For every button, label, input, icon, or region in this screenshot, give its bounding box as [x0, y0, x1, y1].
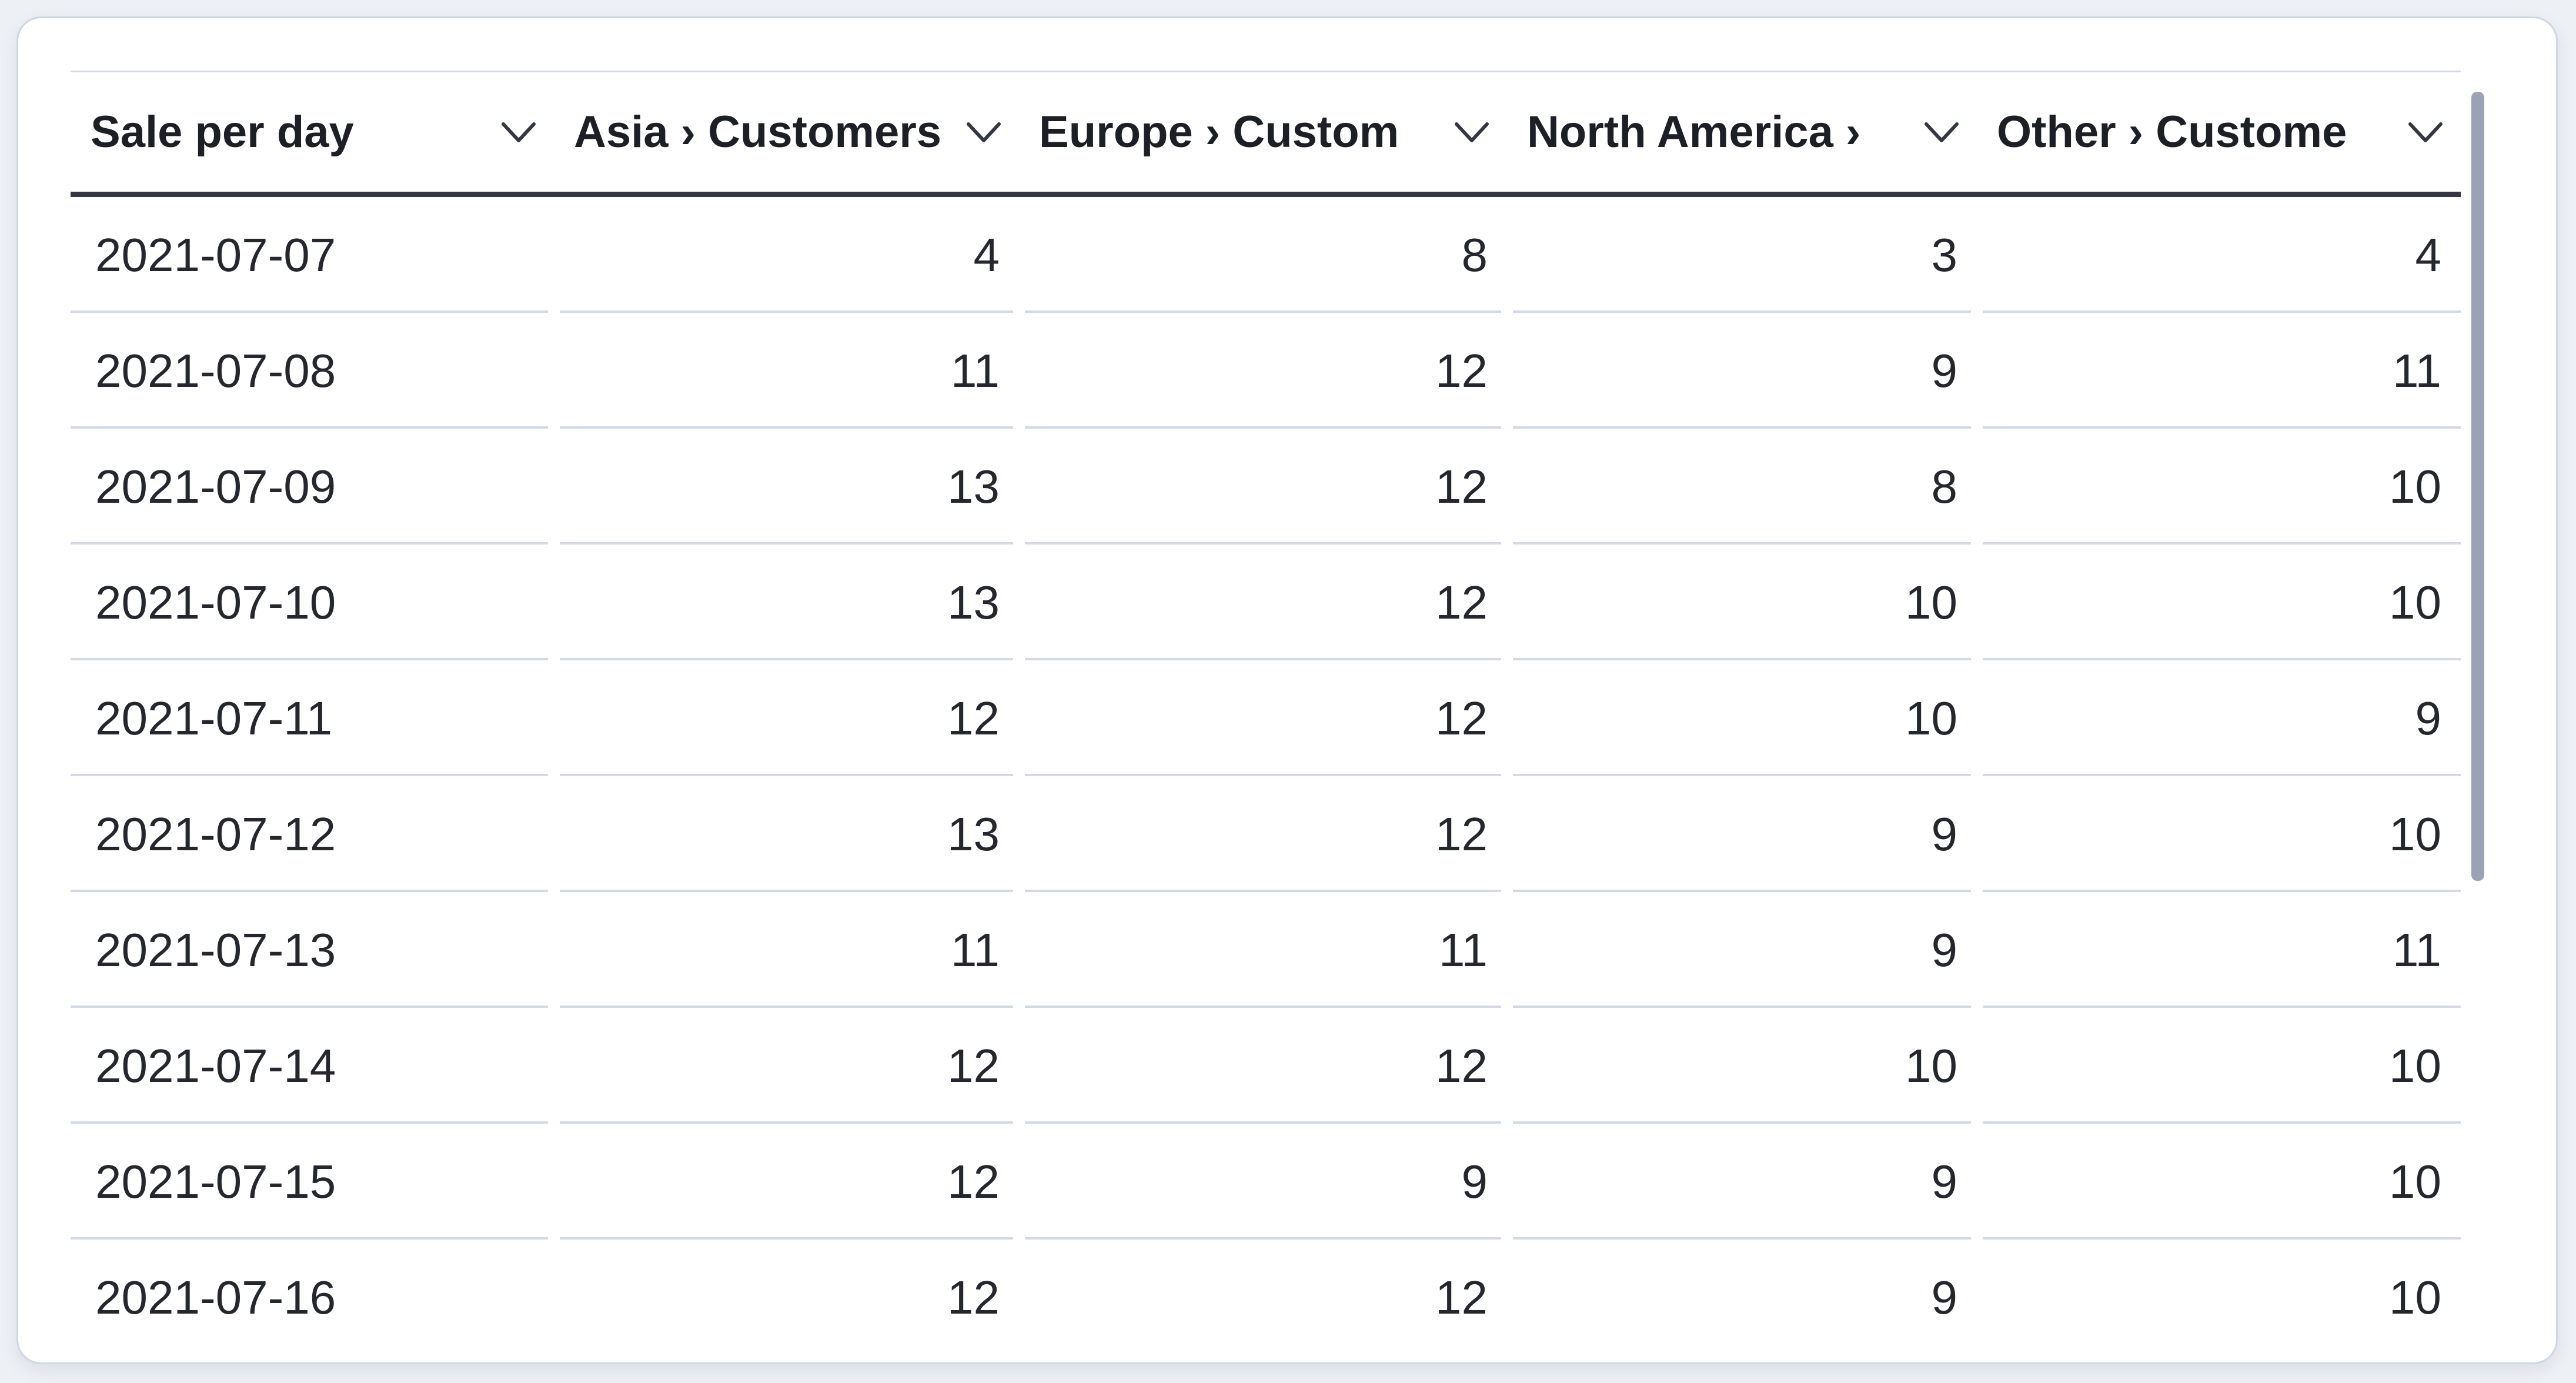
- cell-asia: 13: [554, 429, 1019, 544]
- table-row: 2021-07-07 4 8 3 4: [71, 197, 2461, 313]
- table-row: 2021-07-16 12 12 9 10: [71, 1240, 2461, 1355]
- cell-north_america: 9: [1931, 1271, 1958, 1324]
- chevron-down-icon[interactable]: [1453, 119, 1491, 145]
- cell-asia: 12: [554, 1008, 1019, 1124]
- table-row: 2021-07-14 12 12 10 10: [71, 1008, 2461, 1124]
- cell-europe: 12: [1019, 660, 1507, 776]
- column-header-label: Asia › Customers: [574, 107, 942, 157]
- table-row: 2021-07-13 11 11 9 11: [71, 892, 2461, 1008]
- cell-north_america: 9: [1507, 776, 1977, 892]
- cell-date: 2021-07-09: [71, 429, 554, 544]
- cell-asia: 13: [554, 544, 1019, 660]
- cell-asia: 11: [554, 892, 1019, 1008]
- cell-europe: 8: [1019, 197, 1507, 313]
- cell-other: 10: [2389, 1271, 2441, 1324]
- column-header-label: Sale per day: [91, 107, 354, 157]
- cell-asia: 12: [554, 1124, 1019, 1240]
- cell-other: 10: [1977, 776, 2461, 892]
- cell-north_america: 10: [1507, 544, 1977, 660]
- cell-europe: 12: [1019, 776, 1507, 892]
- table-row: 2021-07-09 13 12 8 10: [71, 429, 2461, 544]
- cell-other: 11: [1977, 892, 2461, 1008]
- cell-date: 2021-07-16: [95, 1271, 336, 1324]
- cell-date: 2021-07-13: [71, 892, 554, 1008]
- column-header-label: Other › Custome: [1997, 107, 2347, 157]
- cell-date: 2021-07-11: [71, 660, 554, 776]
- column-header-label: Europe › Custom: [1039, 107, 1399, 157]
- cell-europe: 9: [1019, 1124, 1507, 1240]
- cell-north_america: 9: [1507, 313, 1977, 429]
- cell-north_america: 10: [1507, 660, 1977, 776]
- table-row: 2021-07-08 11 12 9 11: [71, 313, 2461, 429]
- cell-other: 10: [1977, 429, 2461, 544]
- column-header-europe-customers[interactable]: Europe › Custom: [1019, 72, 1507, 192]
- table-row: 2021-07-15 12 9 9 10: [71, 1124, 2461, 1240]
- cell-date: 2021-07-14: [71, 1008, 554, 1124]
- cell-other: 9: [1977, 660, 2461, 776]
- data-grid-body: 2021-07-07 4 8 3 4 2021-07-08 11 12 9 11 2021-07-0…: [71, 197, 2461, 1355]
- data-table-panel: Sale per day Asia › Customers Europe › C…: [16, 16, 2558, 1364]
- data-grid-header-row: Sale per day Asia › Customers Europe › C…: [71, 72, 2461, 197]
- cell-date: 2021-07-15: [71, 1124, 554, 1240]
- cell-other: 4: [1977, 197, 2461, 313]
- cell-north_america: 8: [1507, 429, 1977, 544]
- cell-date: 2021-07-12: [71, 776, 554, 892]
- cell-north_america: 9: [1507, 1124, 1977, 1240]
- vertical-scrollbar-thumb[interactable]: [2471, 92, 2484, 881]
- cell-asia: 11: [554, 313, 1019, 429]
- table-row: 2021-07-10 13 12 10 10: [71, 544, 2461, 660]
- data-grid: Sale per day Asia › Customers Europe › C…: [71, 71, 2461, 1355]
- chevron-down-icon[interactable]: [965, 119, 1003, 145]
- column-header-other-customers[interactable]: Other › Custome: [1977, 72, 2461, 192]
- cell-other: 11: [1977, 313, 2461, 429]
- cell-date: 2021-07-10: [71, 544, 554, 660]
- chevron-down-icon[interactable]: [500, 119, 537, 145]
- cell-europe: 12: [1019, 313, 1507, 429]
- cell-asia: 12: [554, 660, 1019, 776]
- cell-europe: 12: [1019, 1008, 1507, 1124]
- column-header-north-america-customers[interactable]: North America ›: [1507, 72, 1977, 192]
- column-header-sale-per-day[interactable]: Sale per day: [71, 72, 554, 192]
- cell-date: 2021-07-08: [71, 313, 554, 429]
- cell-date: 2021-07-07: [71, 197, 554, 313]
- cell-north_america: 9: [1507, 892, 1977, 1008]
- chevron-down-icon[interactable]: [2407, 119, 2444, 145]
- cell-north_america: 3: [1507, 197, 1977, 313]
- table-row: 2021-07-11 12 12 10 9: [71, 660, 2461, 776]
- cell-other: 10: [1977, 1008, 2461, 1124]
- chevron-down-icon[interactable]: [1923, 119, 1960, 145]
- cell-other: 10: [1977, 1124, 2461, 1240]
- cell-asia: 4: [554, 197, 1019, 313]
- cell-other: 10: [1977, 544, 2461, 660]
- cell-north_america: 10: [1507, 1008, 1977, 1124]
- column-header-label: North America ›: [1527, 107, 1861, 157]
- cell-europe: 11: [1019, 892, 1507, 1008]
- cell-europe: 12: [1019, 544, 1507, 660]
- cell-europe: 12: [1019, 429, 1507, 544]
- cell-asia: 13: [554, 776, 1019, 892]
- cell-asia: 12: [947, 1271, 1000, 1324]
- column-header-asia-customers[interactable]: Asia › Customers: [554, 72, 1019, 192]
- cell-europe: 12: [1435, 1271, 1488, 1324]
- table-row: 2021-07-12 13 12 9 10: [71, 776, 2461, 892]
